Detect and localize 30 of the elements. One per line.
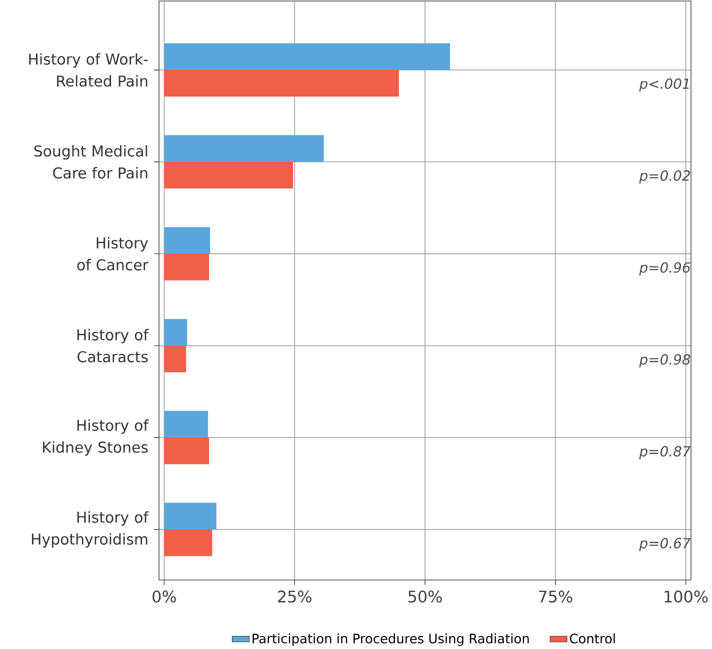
bar [164,135,324,162]
y-tick-label: History of Cataracts [77,329,149,363]
bar [164,319,188,346]
bar [164,502,216,530]
x-tick-label: 25% [278,590,312,603]
bar [164,411,208,438]
bar [164,254,210,281]
bar [164,346,186,372]
bar [164,70,399,97]
x-tick-label: 50% [408,590,442,603]
y-tick-label: Sought Medical Care for Pain [34,145,148,179]
legend-label: Participation in Procedures Using Radiation [252,634,529,646]
bar [164,438,210,464]
x-tick-label: 75% [538,590,572,603]
annotation: p<.001 [639,78,689,92]
x-tick-label: 100% [664,590,708,603]
y-tick-label: History of Work-Related Pain [29,53,148,87]
bar [164,162,294,189]
annotation: p=0.87 [639,446,691,460]
x-tick-label: 0% [152,590,176,603]
bar [164,530,212,556]
annotation: p=0.96 [639,262,690,276]
bar [164,43,450,70]
legend-label: Control [570,634,615,644]
annotation: p=0.02 [639,170,690,184]
bar [164,227,210,254]
annotation: p=0.98 [639,354,690,368]
y-tick-label: History of Hypothyroidism [32,511,149,548]
y-tick-label: History of Kidney Stones [43,420,149,456]
y-tick-label: History of Cancer [77,237,148,271]
